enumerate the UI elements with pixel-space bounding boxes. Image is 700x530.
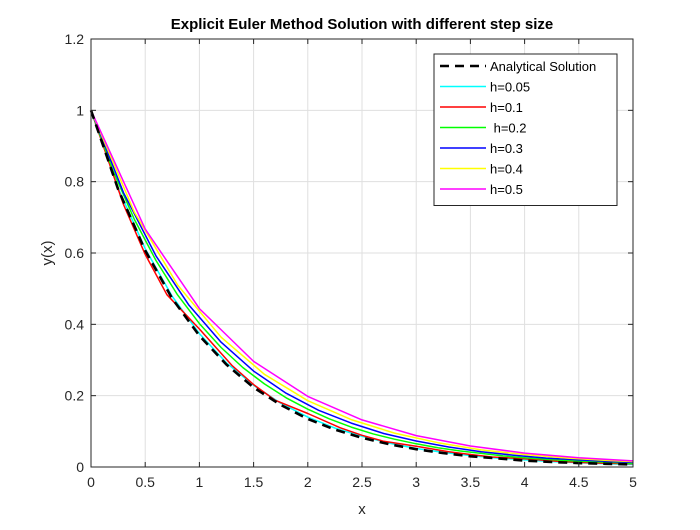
series-line-h-0-3	[90, 110, 634, 464]
x-tick-label: 1.5	[244, 474, 264, 490]
x-tick-label: 3	[412, 474, 420, 490]
legend-label: h=0.3	[490, 141, 523, 156]
y-axis-label: y(x)	[39, 241, 56, 266]
y-tick-label: 0.8	[65, 174, 85, 190]
series-line-h-0-2	[90, 110, 634, 465]
y-tick-label: 0.6	[65, 245, 85, 261]
x-tick-label: 2	[304, 474, 312, 490]
y-tick-label: 0.2	[65, 388, 85, 404]
legend-box	[433, 53, 618, 206]
y-tick-label: 1	[76, 102, 84, 118]
series-group	[89, 109, 634, 466]
x-tick-label: 3.5	[461, 474, 481, 490]
x-tick-label: 0	[87, 474, 95, 490]
chart-title: Explicit Euler Method Solution with diff…	[171, 16, 554, 33]
legend-label: h=0.1	[490, 100, 523, 115]
y-tick-label: 0.4	[65, 316, 85, 332]
ticks: 0 0.5 1 1.5 2 2.5 3 3.5 4 4.5 5 0 0.2 0.4 0.6 0.8 1 1.2	[65, 31, 638, 490]
legend-label: Analytical Solution	[490, 59, 596, 74]
x-tick-label: 5	[629, 474, 637, 490]
y-tick-label: 1.2	[65, 31, 85, 47]
x-axis-label: x	[358, 501, 366, 518]
legend-label: h=0.4	[490, 162, 523, 177]
x-tick-label: 4.5	[569, 474, 589, 490]
series-line-h-0-5	[90, 109, 634, 462]
legend-label: h=0.5	[490, 182, 523, 197]
legend-label: h=0.2	[490, 121, 527, 136]
legend: Analytical Solution h=0.05 h=0.1 h=0.2 h=0.…	[433, 53, 618, 206]
legend-label: h=0.05	[490, 80, 530, 95]
x-tick-label: 2.5	[352, 474, 372, 490]
y-tick-label: 0	[76, 459, 84, 475]
x-tick-label: 1	[196, 474, 204, 490]
x-tick-label: 4	[521, 474, 529, 490]
series-line-h-0-4	[90, 110, 634, 463]
x-tick-label: 0.5	[135, 474, 155, 490]
